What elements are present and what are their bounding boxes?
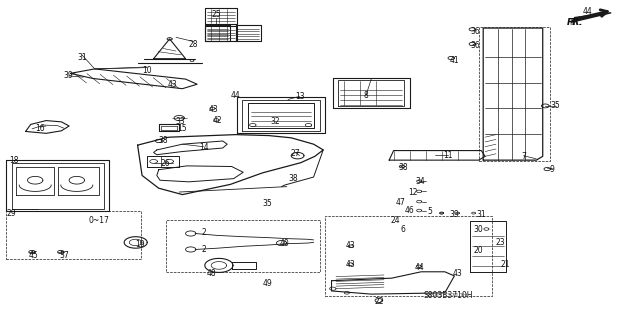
Text: 46: 46 <box>404 206 415 215</box>
Text: 43: 43 <box>346 260 356 269</box>
Text: 33: 33 <box>175 117 186 126</box>
Text: 26: 26 <box>160 159 170 168</box>
Text: 48: 48 <box>206 269 216 278</box>
Text: 37: 37 <box>59 251 69 260</box>
Text: 21: 21 <box>501 260 510 269</box>
Text: 14: 14 <box>198 143 209 152</box>
Text: 24: 24 <box>390 216 401 225</box>
Text: 11: 11 <box>444 151 452 160</box>
Text: 43: 43 <box>346 241 356 250</box>
Text: 2: 2 <box>201 245 206 254</box>
Text: 38: 38 <box>288 174 298 182</box>
Text: 39: 39 <box>63 71 74 80</box>
Text: 0~17: 0~17 <box>89 216 109 225</box>
Text: 45: 45 <box>28 251 38 260</box>
Text: 35: 35 <box>550 101 561 110</box>
Text: 16: 16 <box>35 124 45 133</box>
Text: FR.: FR. <box>566 18 583 27</box>
Text: 25: 25 <box>211 10 221 19</box>
Text: 31: 31 <box>476 210 486 219</box>
Text: 7: 7 <box>521 152 526 161</box>
Text: 41: 41 <box>449 56 460 65</box>
Text: 5: 5 <box>428 207 433 216</box>
Text: 30: 30 <box>474 225 484 234</box>
Text: FR.: FR. <box>569 19 580 27</box>
Text: 49: 49 <box>262 279 273 288</box>
Text: 36: 36 <box>470 41 480 50</box>
Text: 42: 42 <box>212 116 223 125</box>
Text: S803B3710H: S803B3710H <box>428 293 468 298</box>
Text: 6: 6 <box>401 225 406 234</box>
Text: 44: 44 <box>414 263 424 272</box>
Text: 18: 18 <box>10 156 19 165</box>
Text: 23: 23 <box>495 238 506 247</box>
Text: 10: 10 <box>142 66 152 75</box>
Text: 43: 43 <box>452 269 463 278</box>
Text: 44: 44 <box>582 7 593 16</box>
Text: 31: 31 <box>77 53 87 62</box>
Text: 15: 15 <box>177 124 188 133</box>
Text: 38: 38 <box>158 137 168 145</box>
Text: 13: 13 <box>294 92 305 101</box>
Text: 38: 38 <box>398 163 408 172</box>
Text: 19: 19 <box>134 241 145 249</box>
Text: 2: 2 <box>201 228 206 237</box>
Text: 29: 29 <box>6 209 17 218</box>
Text: 28: 28 <box>189 40 198 48</box>
Text: 35: 35 <box>262 199 273 208</box>
Text: 34: 34 <box>415 177 425 186</box>
Text: 32: 32 <box>270 117 280 126</box>
Text: 22: 22 <box>374 297 383 306</box>
Text: 20: 20 <box>474 246 484 255</box>
Text: 36: 36 <box>470 27 480 36</box>
Text: 43: 43 <box>168 80 178 89</box>
Text: 47: 47 <box>395 198 405 207</box>
Text: 8: 8 <box>364 91 369 100</box>
Text: 40: 40 <box>279 239 289 248</box>
Text: 9: 9 <box>549 165 554 174</box>
Text: 12: 12 <box>408 188 417 197</box>
Text: 43: 43 <box>208 105 218 114</box>
Text: 27: 27 <box>291 149 301 158</box>
Text: 39: 39 <box>449 210 460 219</box>
Text: 44: 44 <box>230 91 241 100</box>
Text: S803B3710H: S803B3710H <box>423 291 473 300</box>
Polygon shape <box>571 13 611 22</box>
